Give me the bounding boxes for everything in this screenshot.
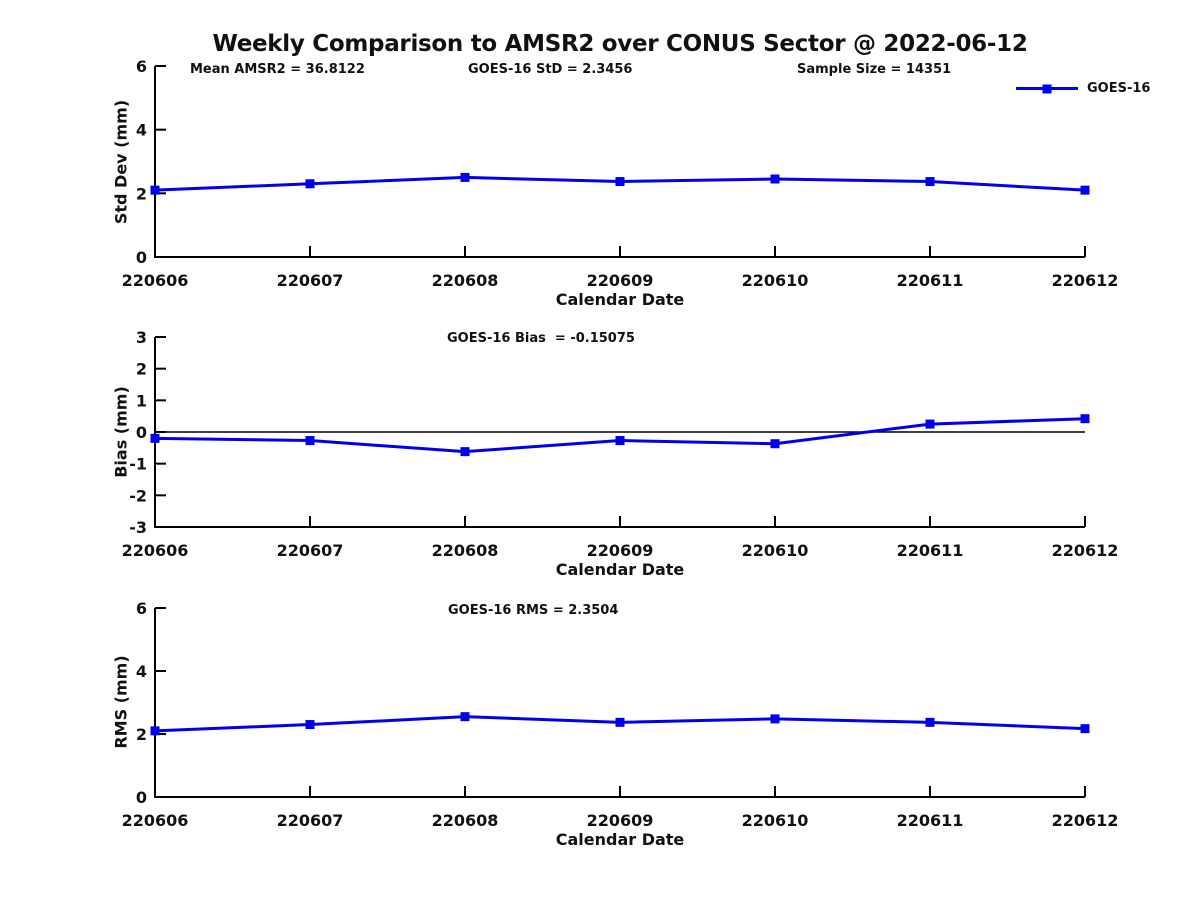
std-dev-data-point-marker <box>925 177 935 187</box>
std-dev-goes16-markers <box>150 172 1090 195</box>
std-dev-xtick-label: 220608 <box>432 271 499 290</box>
legend-line-sample <box>1016 84 1078 93</box>
std-dev-axes: 0 2 4 6 220606 220607 220608 220609 220610 220611… <box>122 57 1119 290</box>
bias-subplot: -3 -2 -1 0 1 2 3 220606 220607 220608 220609 220610… <box>122 328 1119 560</box>
bias-xtick-label: 220612 <box>1052 541 1119 560</box>
rms-xtick-label: 220609 <box>587 811 654 830</box>
bias-ytick-label: 1 <box>136 391 147 410</box>
rms-goes16-markers <box>150 712 1090 736</box>
annotation-sample-size: Sample Size = 14351 <box>797 62 952 77</box>
std-dev-data-point-marker <box>770 174 780 184</box>
rms-xtick-label: 220612 <box>1052 811 1119 830</box>
bias-x-axis-label: Calendar Date <box>555 560 685 579</box>
legend-square-marker-icon <box>1042 84 1052 93</box>
bias-xtick-label: 220608 <box>432 541 499 560</box>
bias-xtick-label: 220609 <box>587 541 654 560</box>
annotation-mean-amsr2: Mean AMSR2 = 36.8122 <box>190 62 365 77</box>
rms-data-point-marker <box>150 726 160 736</box>
stddev-x-axis-label: Calendar Date <box>555 290 685 309</box>
bias-data-point-marker <box>925 419 935 429</box>
rms-data-point-marker <box>925 717 935 727</box>
std-dev-ytick-label: 2 <box>136 184 147 203</box>
std-dev-data-point-marker <box>460 172 470 182</box>
rms-axes: 0 2 4 6 220606 220607 220608 220609 220610 220611… <box>122 599 1119 830</box>
rms-data-point-marker <box>460 712 470 722</box>
std-dev-ytick-label: 6 <box>136 57 147 76</box>
bias-data-point-marker <box>1080 414 1090 424</box>
rms-subplot: 0 2 4 6 220606 220607 220608 220609 220610 220611… <box>122 599 1119 830</box>
bias-xtick-label: 220606 <box>122 541 189 560</box>
bias-data-point-marker <box>770 439 780 449</box>
rms-ytick-label: 6 <box>136 599 147 618</box>
rms-xtick-label: 220607 <box>277 811 344 830</box>
annotation-goes16-std: GOES-16 StD = 2.3456 <box>468 62 633 77</box>
std-dev-ytick-label: 0 <box>136 248 147 267</box>
rms-x-axis-label: Calendar Date <box>555 830 685 849</box>
legend: GOES-16 <box>1016 81 1150 96</box>
rms-ytick-label: 2 <box>136 725 147 744</box>
std-dev-data-point-marker <box>615 177 625 187</box>
bias-axes: -3 -2 -1 0 1 2 3 220606 220607 220608 220609 220610… <box>122 328 1119 560</box>
bias-ytick-label: -2 <box>129 486 147 505</box>
std-dev-xtick-label: 220606 <box>122 271 189 290</box>
std-dev-xtick-label: 220609 <box>587 271 654 290</box>
std-dev-data-point-marker <box>305 179 315 189</box>
bias-ytick-label: 3 <box>136 328 147 347</box>
rms-data-point-marker <box>1080 724 1090 734</box>
rms-xtick-label: 220606 <box>122 811 189 830</box>
std-dev-ytick-label: 4 <box>136 121 147 140</box>
bias-xtick-label: 220607 <box>277 541 344 560</box>
bias-goes16-line <box>153 417 1087 454</box>
rms-xtick-label: 220611 <box>897 811 964 830</box>
bias-ytick-label: 2 <box>136 360 147 379</box>
bias-data-point-marker <box>305 436 315 446</box>
bias-goes16-markers <box>150 414 1090 457</box>
rms-ytick-label: 4 <box>136 662 147 681</box>
std-dev-data-point-marker <box>1080 185 1090 195</box>
std-dev-data-point-marker <box>150 185 160 195</box>
bias-xtick-label: 220610 <box>742 541 809 560</box>
chart-title: Weekly Comparison to AMSR2 over CONUS Se… <box>212 31 1028 57</box>
std-dev-xtick-label: 220611 <box>897 271 964 290</box>
bias-data-point-marker <box>150 433 160 443</box>
rms-xtick-label: 220608 <box>432 811 499 830</box>
bias-xtick-label: 220611 <box>897 541 964 560</box>
bias-ytick-label: -1 <box>129 455 147 474</box>
std-dev-xtick-label: 220610 <box>742 271 809 290</box>
rms-xtick-label: 220610 <box>742 811 809 830</box>
std-dev-xtick-label: 220612 <box>1052 271 1119 290</box>
annotation-goes16-rms: GOES-16 RMS = 2.3504 <box>448 603 619 618</box>
rms-data-point-marker <box>615 717 625 727</box>
bias-data-point-marker <box>615 436 625 446</box>
rms-data-point-marker <box>305 720 315 730</box>
rms-ytick-label: 0 <box>136 788 147 807</box>
rms-data-point-marker <box>770 714 780 724</box>
bias-data-point-marker <box>460 447 470 457</box>
legend-label: GOES-16 <box>1087 81 1151 96</box>
bias-ytick-label: 0 <box>136 423 147 442</box>
std-dev-xtick-label: 220607 <box>277 271 344 290</box>
annotation-goes16-bias: GOES-16 Bias = -0.15075 <box>447 331 635 346</box>
std-dev-subplot: 0 2 4 6 220606 220607 220608 220609 220610 220611… <box>122 57 1119 290</box>
bias-ytick-label: -3 <box>129 518 147 537</box>
